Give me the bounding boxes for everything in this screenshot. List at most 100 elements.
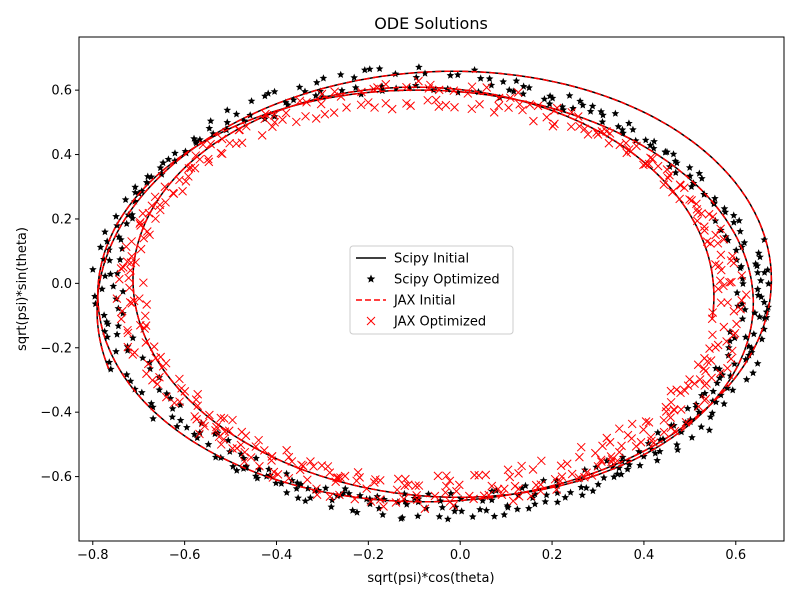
data-point: [478, 496, 487, 504]
data-point: [735, 216, 743, 224]
data-point: [757, 293, 765, 301]
data-point: [378, 86, 387, 94]
data-point: [594, 480, 602, 488]
data-point: [536, 486, 545, 496]
data-point: [121, 242, 131, 252]
data-point: [239, 454, 248, 462]
data-point: [692, 199, 701, 209]
data-point: [114, 304, 123, 312]
data-point: [104, 320, 112, 328]
data-point: [119, 309, 127, 317]
data-point: [729, 306, 739, 316]
data-point: [659, 427, 669, 437]
data-point: [116, 264, 126, 273]
data-point: [149, 414, 157, 422]
data-point: [574, 473, 584, 482]
data-point: [514, 469, 523, 478]
data-point: [649, 144, 658, 152]
data-point: [730, 328, 740, 338]
data-point: [762, 308, 771, 316]
data-point: [282, 469, 291, 477]
data-point: [168, 404, 177, 412]
data-point: [148, 375, 157, 385]
data-point: [762, 313, 771, 321]
data-point: [597, 126, 607, 136]
legend-swatch: [366, 316, 376, 326]
data-point: [356, 100, 366, 110]
data-point: [161, 197, 170, 207]
data-point: [91, 299, 100, 308]
y-tick-label: −0.4: [40, 406, 72, 421]
data-point: [519, 82, 528, 90]
data-point: [155, 385, 164, 394]
data-point: [433, 471, 443, 481]
data-point: [760, 268, 769, 276]
data-point: [669, 150, 678, 158]
data-point: [578, 491, 587, 499]
data-point: [733, 288, 741, 297]
data-point: [203, 154, 213, 164]
data-point: [509, 87, 518, 95]
data-point: [176, 416, 185, 424]
data-point: [525, 100, 535, 109]
x-tick-label: 0.4: [634, 548, 655, 563]
data-point: [171, 156, 179, 165]
x-tick-label: −0.8: [77, 548, 109, 563]
data-point: [204, 440, 213, 448]
data-point: [319, 74, 328, 82]
data-point: [676, 405, 686, 414]
data-point: [212, 422, 221, 432]
data-point: [665, 170, 674, 180]
data-point: [653, 456, 661, 464]
data-point: [173, 422, 181, 430]
data-point: [423, 95, 433, 105]
data-point: [659, 415, 669, 425]
data-point: [667, 421, 676, 429]
data-point: [695, 408, 703, 416]
data-point: [450, 507, 459, 515]
data-point: [488, 496, 496, 504]
data-point: [734, 302, 742, 310]
data-point: [482, 506, 491, 514]
data-point: [716, 374, 724, 382]
data-point: [240, 447, 250, 457]
data-point: [576, 442, 586, 452]
data-point: [198, 418, 208, 428]
data-point: [340, 471, 350, 481]
data-point: [588, 102, 597, 110]
data-point: [101, 228, 109, 236]
series-jax-initial: [96, 70, 773, 503]
data-point: [253, 474, 262, 482]
data-point: [181, 176, 191, 186]
data-point: [124, 273, 134, 283]
data-point: [531, 490, 539, 498]
data-point: [445, 476, 455, 486]
data-point: [531, 500, 539, 508]
data-point: [106, 270, 115, 278]
data-point: [575, 121, 584, 131]
data-point: [121, 195, 130, 203]
data-point: [375, 495, 385, 504]
data-point: [312, 91, 320, 99]
data-point: [191, 137, 200, 145]
data-point: [713, 284, 723, 294]
data-point: [738, 314, 747, 323]
data-point: [542, 491, 551, 499]
data-point: [741, 290, 751, 300]
data-point: [512, 76, 521, 85]
data-point: [328, 496, 336, 504]
data-point: [709, 387, 718, 395]
data-point: [666, 413, 675, 422]
data-point: [209, 129, 217, 137]
data-point: [446, 71, 455, 79]
data-point: [468, 512, 477, 520]
data-point: [727, 277, 736, 287]
x-tick-label: −0.2: [353, 548, 385, 563]
data-point: [467, 104, 477, 114]
y-axis-label: sqrt(psi)*sin(theta): [15, 227, 30, 351]
data-point: [270, 117, 280, 127]
data-point: [705, 426, 714, 434]
data-point: [282, 488, 291, 496]
data-point: [302, 97, 311, 107]
data-point: [414, 512, 422, 520]
